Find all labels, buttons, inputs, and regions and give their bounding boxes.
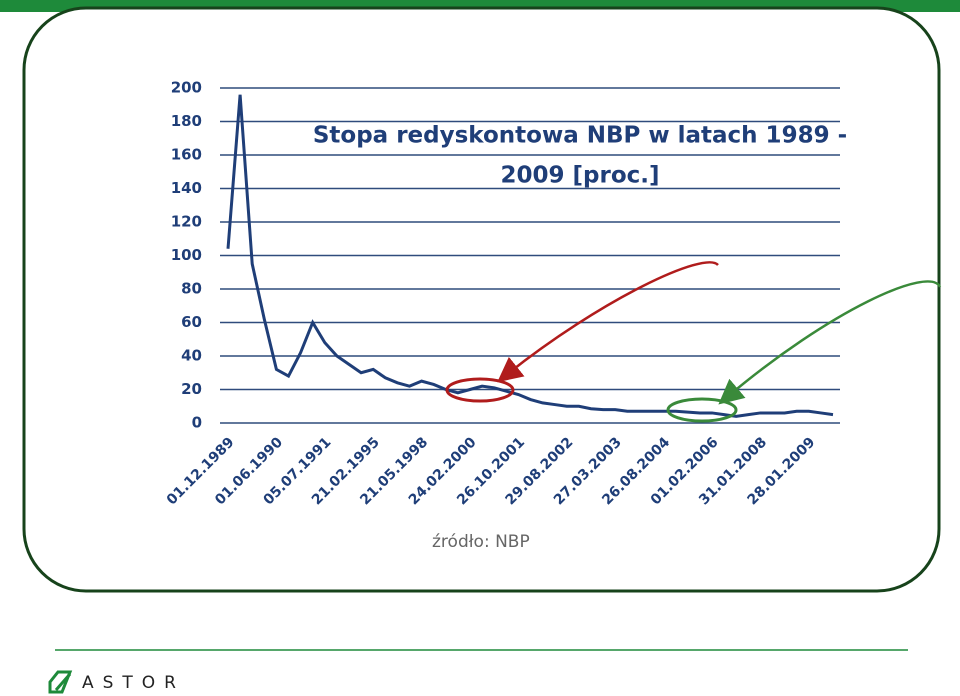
y-tick-label: 140 <box>171 179 202 197</box>
logo-icon <box>48 670 73 694</box>
y-tick-label: 160 <box>171 146 202 164</box>
highlight-green <box>666 397 738 423</box>
y-tick-label: 40 <box>181 347 202 365</box>
y-tick-label: 60 <box>181 313 202 331</box>
y-tick-label: 20 <box>181 380 202 398</box>
arrow-red <box>497 261 719 383</box>
y-tick-label: 0 <box>192 414 202 432</box>
y-tick-label: 100 <box>171 246 202 264</box>
highlight-red <box>445 377 515 403</box>
frame <box>22 6 941 593</box>
logo-text: ASTOR <box>82 673 185 693</box>
chart-title: Stopa redyskontowa NBP w latach 1989 - <box>313 123 847 149</box>
chart-title: 2009 [proc.] <box>500 163 659 189</box>
source: źródło: NBP <box>432 532 530 552</box>
y-tick-label: 200 <box>171 79 202 97</box>
y-tick-label: 120 <box>171 213 202 231</box>
y-tick-label: 180 <box>171 112 202 130</box>
y-tick-label: 80 <box>181 280 202 298</box>
arrow-green <box>718 280 942 405</box>
